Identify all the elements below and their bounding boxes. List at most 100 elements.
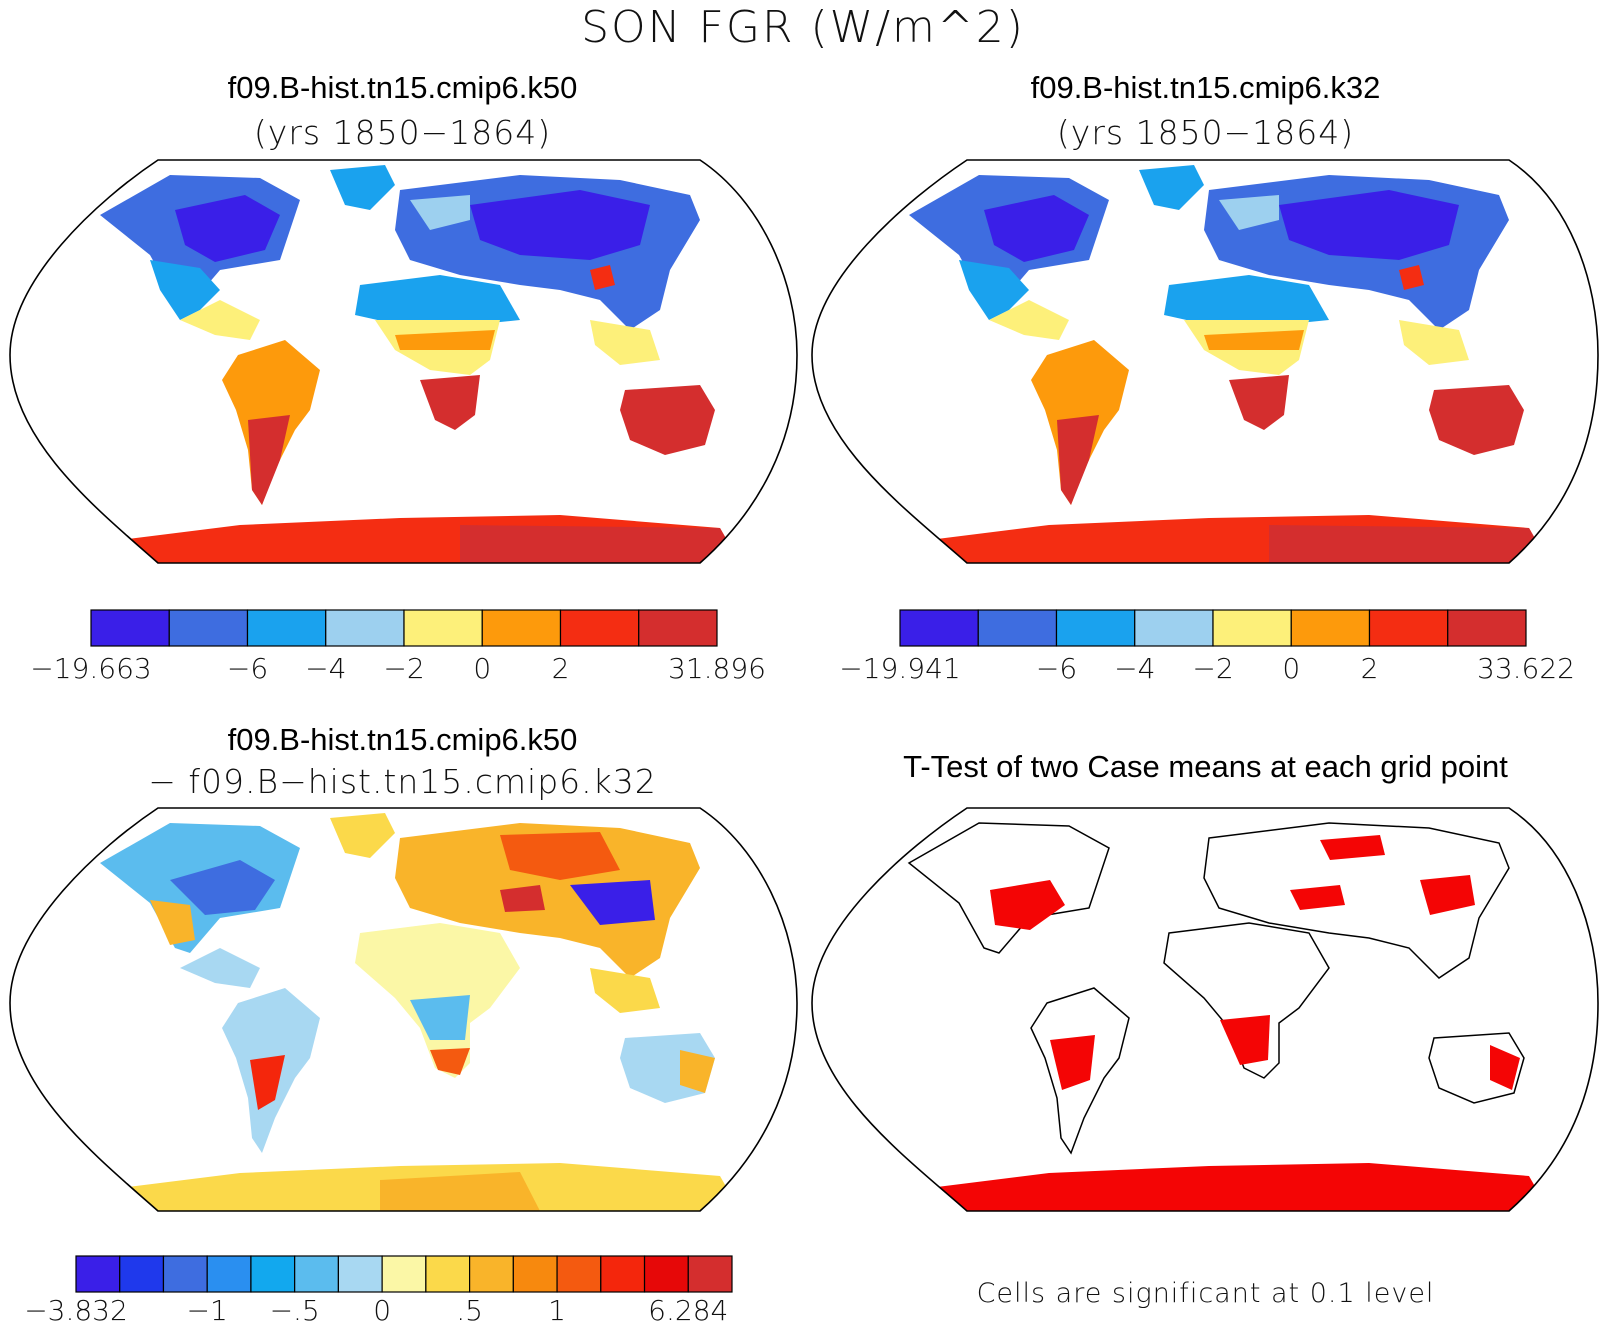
colorbar-box bbox=[337, 1255, 383, 1293]
colorbar-boxes bbox=[899, 609, 1527, 647]
africa-outline bbox=[1163, 922, 1330, 1079]
colorbar-tick-label: 31.896 bbox=[668, 652, 766, 685]
eurasia-blue bbox=[570, 880, 655, 925]
panel3-subtitle: − f09.B−hist.tn15.cmip6.k32 bbox=[148, 762, 657, 801]
colorbar-box bbox=[556, 1255, 602, 1293]
sig-south-america bbox=[1050, 1035, 1095, 1090]
colorbar-tick-label: −19.663 bbox=[30, 652, 152, 685]
colorbar-tick-label: 1 bbox=[548, 1294, 566, 1327]
colorbar-box bbox=[899, 609, 979, 647]
colorbar-box bbox=[638, 609, 718, 647]
greenland-land bbox=[330, 165, 395, 210]
panel3-title: f09.B-hist.tn15.cmip6.k50 bbox=[227, 722, 578, 757]
sig-eurasia-2 bbox=[1420, 875, 1475, 915]
colorbar-tick-label: −6 bbox=[226, 652, 269, 685]
colorbar-box bbox=[687, 1255, 733, 1293]
greenland-land bbox=[1139, 165, 1204, 210]
colorbar-boxes bbox=[75, 1255, 733, 1293]
eurasia-land bbox=[395, 823, 700, 978]
colorbar-tick-label: 6.284 bbox=[648, 1294, 729, 1327]
australia-land bbox=[1429, 385, 1524, 455]
significance-note: Cells are significant at 0.1 level bbox=[976, 1278, 1435, 1309]
colorbar-box bbox=[1290, 609, 1371, 647]
central-america bbox=[180, 300, 260, 340]
europe-light bbox=[410, 195, 470, 230]
colorbar-box bbox=[1055, 609, 1136, 647]
eurasia-red bbox=[500, 885, 545, 912]
panel2-subtitle: (yrs 1850−1864) bbox=[1056, 113, 1355, 152]
colorbar-tick-label: 0 bbox=[1282, 652, 1301, 685]
colorbar-box bbox=[325, 609, 405, 647]
colorbar-box bbox=[381, 1255, 427, 1293]
africa-north bbox=[1164, 275, 1329, 325]
colorbar-box bbox=[250, 1255, 296, 1293]
colorbar-tick-label: −4 bbox=[305, 652, 347, 685]
sig-eurasia-3 bbox=[1290, 885, 1345, 910]
eurasia-hot bbox=[500, 832, 620, 880]
sig-eurasia-1 bbox=[1320, 835, 1385, 860]
colorbar-box bbox=[481, 609, 562, 647]
south-america-south bbox=[1057, 415, 1099, 505]
panel4-title: T-Test of two Case means at each grid po… bbox=[903, 749, 1508, 784]
colorbar-box bbox=[643, 1255, 689, 1293]
colorbar-tick-label: .5 bbox=[456, 1294, 483, 1327]
colorbar-boxes bbox=[90, 609, 718, 647]
colorbar-tick-label: −2 bbox=[1192, 652, 1234, 685]
se-asia bbox=[590, 968, 660, 1013]
sig-australia bbox=[1490, 1045, 1520, 1090]
se-asia bbox=[1399, 320, 1469, 365]
africa-blue bbox=[410, 995, 470, 1040]
antarctica-warm bbox=[380, 1172, 540, 1211]
antarctica-sig bbox=[909, 1163, 1549, 1211]
north-america-south bbox=[959, 260, 1029, 320]
colorbar-tick-label: −.5 bbox=[269, 1294, 320, 1327]
colorbar-tick-label: 2 bbox=[551, 652, 570, 685]
colorbar-tick-label: 2 bbox=[1360, 652, 1379, 685]
central-america bbox=[989, 300, 1069, 340]
antarctica-east bbox=[460, 525, 740, 563]
colorbar-box bbox=[1212, 609, 1292, 647]
colorbar-box bbox=[977, 609, 1058, 647]
tibet-hot bbox=[590, 265, 615, 290]
africa-south-hot bbox=[430, 1048, 470, 1075]
eurasia-core bbox=[1279, 190, 1459, 260]
colorbar-tick-label: −2 bbox=[383, 652, 425, 685]
colorbar-tick-label: −6 bbox=[1035, 652, 1078, 685]
north-america-south bbox=[150, 260, 220, 320]
colorbar-box bbox=[512, 1255, 558, 1293]
panel2-title: f09.B-hist.tn15.cmip6.k32 bbox=[1030, 70, 1381, 105]
europe-light bbox=[1219, 195, 1279, 230]
sig-africa bbox=[1220, 1015, 1270, 1065]
north-america-blue bbox=[170, 860, 275, 915]
north-america-core bbox=[984, 195, 1089, 262]
sig-north-america bbox=[990, 880, 1065, 930]
colorbar-box bbox=[162, 1255, 208, 1293]
eurasia-outline bbox=[1203, 822, 1510, 979]
colorbar-box bbox=[168, 609, 249, 647]
greenland-land bbox=[330, 813, 395, 858]
colorbar-box bbox=[246, 609, 327, 647]
tibet-hot bbox=[1399, 265, 1424, 290]
colorbar-box bbox=[1134, 609, 1214, 647]
north-america-core bbox=[175, 195, 280, 262]
colorbar-box bbox=[206, 1255, 252, 1293]
central-america bbox=[180, 948, 260, 988]
colorbar-box bbox=[1368, 609, 1449, 647]
colorbar-box bbox=[119, 1255, 165, 1293]
eurasia-core bbox=[470, 190, 650, 260]
colorbar-box bbox=[600, 1255, 646, 1293]
figure-title: SON FGR (W/m^2) bbox=[581, 2, 1025, 53]
se-asia bbox=[590, 320, 660, 365]
colorbar-tick-label: 0 bbox=[373, 1294, 392, 1327]
colorbar-tick-label: −4 bbox=[1114, 652, 1156, 685]
colorbar-tick-label: −3.832 bbox=[24, 1294, 128, 1327]
colorbar-box bbox=[559, 609, 640, 647]
colorbar-tick-label: 0 bbox=[473, 652, 492, 685]
panel1-subtitle: (yrs 1850−1864) bbox=[253, 113, 552, 152]
antarctica-east bbox=[1269, 525, 1549, 563]
colorbar-box bbox=[425, 1255, 471, 1293]
